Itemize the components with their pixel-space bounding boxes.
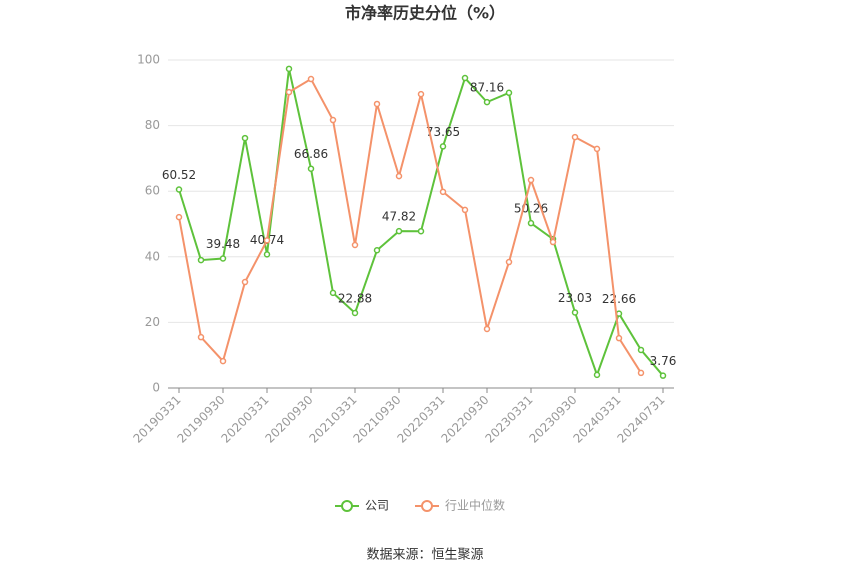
point bbox=[659, 372, 667, 379]
point bbox=[527, 176, 535, 184]
y-tick-label: 0 bbox=[152, 381, 160, 395]
point bbox=[307, 75, 315, 83]
point bbox=[307, 165, 315, 172]
point bbox=[241, 134, 249, 142]
chart-title: 市净率历史分位（%） bbox=[345, 4, 505, 23]
y-tick-label: 80 bbox=[145, 118, 160, 132]
point bbox=[395, 172, 403, 180]
point bbox=[241, 278, 249, 286]
y-tick-label: 100 bbox=[137, 53, 160, 67]
data-label: 66.86 bbox=[294, 147, 328, 161]
point bbox=[197, 333, 205, 341]
point bbox=[329, 289, 337, 297]
series-line bbox=[178, 77, 642, 374]
legend-marker bbox=[341, 500, 353, 512]
point bbox=[439, 188, 447, 196]
series-line bbox=[178, 68, 664, 378]
y-tick-label: 20 bbox=[145, 315, 160, 329]
point bbox=[197, 256, 205, 264]
point bbox=[263, 237, 271, 244]
point bbox=[483, 98, 491, 106]
data-label: 87.16 bbox=[470, 81, 504, 95]
point bbox=[637, 369, 645, 377]
point bbox=[615, 334, 623, 342]
point bbox=[637, 346, 645, 354]
data-label: 73.65 bbox=[426, 125, 460, 139]
point bbox=[461, 74, 469, 82]
point bbox=[175, 213, 183, 221]
point bbox=[373, 100, 381, 108]
point bbox=[285, 88, 293, 96]
data-label: 39.48 bbox=[206, 237, 240, 251]
legend-marker bbox=[421, 500, 433, 512]
point bbox=[461, 206, 469, 214]
point bbox=[417, 90, 425, 98]
source: 数据来源：恒生聚源 bbox=[366, 548, 483, 563]
data-label: 60.52 bbox=[162, 168, 196, 182]
point bbox=[285, 65, 293, 73]
point bbox=[373, 246, 381, 254]
point bbox=[175, 186, 183, 193]
point bbox=[571, 133, 579, 141]
point bbox=[329, 116, 337, 124]
point bbox=[593, 145, 601, 153]
point bbox=[549, 238, 557, 246]
point bbox=[505, 258, 513, 266]
legend-label: 行业中位数 bbox=[445, 498, 505, 513]
data-label: 3.76 bbox=[650, 354, 677, 368]
point bbox=[263, 251, 271, 258]
point bbox=[351, 241, 359, 249]
x-tick-label: 20240731 bbox=[615, 393, 668, 446]
point bbox=[505, 89, 513, 97]
point bbox=[571, 309, 579, 316]
point bbox=[527, 219, 535, 227]
point bbox=[395, 227, 403, 235]
point bbox=[351, 309, 359, 317]
point bbox=[439, 143, 447, 150]
data-label: 22.66 bbox=[602, 292, 636, 306]
point bbox=[483, 325, 491, 333]
data-label: 47.82 bbox=[382, 210, 416, 224]
legend-label: 公司 bbox=[365, 499, 389, 513]
y-tick-label: 60 bbox=[145, 184, 160, 198]
data-label: 22.88 bbox=[338, 291, 372, 305]
point bbox=[593, 371, 601, 379]
point bbox=[417, 227, 425, 235]
point bbox=[219, 357, 227, 365]
data-label: 23.03 bbox=[558, 291, 592, 305]
point bbox=[219, 255, 227, 262]
y-tick-label: 40 bbox=[145, 249, 160, 263]
